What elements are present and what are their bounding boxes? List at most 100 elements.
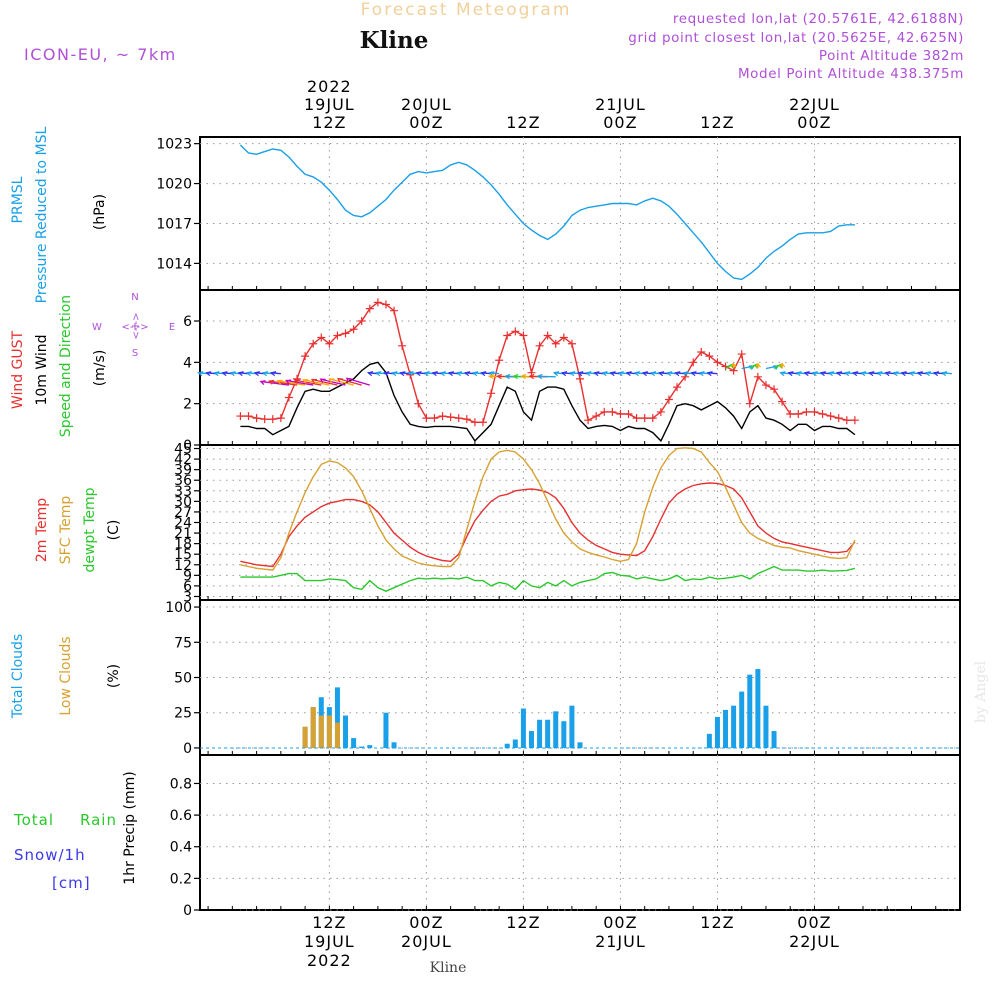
wind-vector-head bbox=[819, 371, 826, 377]
gust-marker bbox=[495, 356, 504, 365]
wind-vector-head bbox=[779, 371, 786, 377]
gust-marker bbox=[462, 415, 471, 424]
temp-label-2m: 2m Temp bbox=[34, 498, 50, 562]
y-tick-label: 1020 bbox=[156, 177, 192, 193]
wind-vector-head bbox=[423, 371, 430, 377]
gust-marker bbox=[608, 407, 617, 416]
y-tick-label: 1023 bbox=[156, 137, 192, 153]
y-tick-label: 1014 bbox=[156, 256, 192, 272]
gust-marker bbox=[834, 414, 843, 423]
bar-total-clouds bbox=[714, 716, 720, 748]
wind-vector-head bbox=[560, 371, 568, 377]
wind-vector-head bbox=[852, 371, 859, 377]
temp-label-sfc: SFC Temp bbox=[58, 496, 74, 565]
wind-vector-head bbox=[577, 371, 584, 377]
compass-s: S bbox=[132, 348, 138, 359]
wind-vector-head bbox=[496, 373, 503, 380]
bottom-time-label: 00Z bbox=[797, 913, 831, 932]
wind-vector-head bbox=[585, 371, 592, 377]
gust-marker bbox=[664, 395, 673, 404]
gust-marker bbox=[842, 416, 851, 425]
wind-vector-head bbox=[593, 371, 600, 377]
wind-vector-head bbox=[682, 371, 689, 377]
gust-marker bbox=[470, 418, 479, 427]
wind-vector-head bbox=[269, 371, 277, 377]
precip-label-snow: Snow/1h bbox=[14, 846, 86, 864]
bottom-time-label: 19JUL bbox=[304, 932, 355, 951]
y-tick-label: 50 bbox=[174, 671, 192, 687]
series-line-10m-wind bbox=[240, 361, 856, 443]
wind-vector-head bbox=[374, 371, 382, 377]
wind-vector-head bbox=[276, 379, 283, 385]
wind-vector bbox=[277, 380, 306, 386]
compass-w: W bbox=[92, 322, 102, 333]
bar-total-clouds bbox=[334, 687, 340, 748]
gust-marker bbox=[260, 415, 269, 424]
wind-vector-head bbox=[835, 371, 843, 377]
gust-marker bbox=[600, 407, 609, 416]
bar-low-clouds bbox=[302, 726, 308, 748]
wind-vector-head bbox=[787, 371, 794, 377]
bottom-time-label: 12Z bbox=[312, 913, 346, 932]
bar-total-clouds bbox=[545, 719, 551, 748]
y-tick-label: 36 bbox=[174, 473, 192, 489]
wind-vector-head bbox=[649, 371, 657, 377]
wind-vector-head bbox=[633, 371, 640, 377]
bar-total-clouds bbox=[747, 674, 753, 748]
requested-coords: requested lon,lat (20.5761E, 42.6188N) bbox=[673, 11, 964, 27]
bar-total-clouds bbox=[739, 691, 745, 748]
bottom-time-label: 2022 bbox=[307, 951, 352, 970]
wind-vector-head bbox=[900, 371, 907, 377]
y-tick-label: 0.2 bbox=[170, 871, 192, 887]
wind-vector-head bbox=[860, 371, 867, 377]
temp-label-dewpt: dewpt Temp bbox=[82, 487, 98, 572]
compass-n: N bbox=[131, 292, 138, 303]
gust-marker bbox=[737, 350, 746, 359]
gust-marker bbox=[810, 407, 819, 416]
bar-low-clouds bbox=[334, 722, 340, 748]
gust-marker bbox=[567, 339, 576, 348]
wind-vector-head bbox=[221, 371, 228, 377]
station-name: Kline bbox=[360, 27, 429, 54]
y-tick-label: 39 bbox=[174, 463, 192, 479]
gust-marker bbox=[535, 341, 544, 350]
bar-total-clouds bbox=[771, 731, 777, 748]
bar-low-clouds bbox=[318, 715, 324, 748]
wind-vector-head bbox=[868, 371, 875, 377]
wind-vector bbox=[269, 380, 298, 386]
top-time-label: 2022 bbox=[307, 77, 352, 96]
gust-marker bbox=[236, 412, 245, 421]
panel-pressure: 1014 1017 1020 1023 bbox=[156, 136, 961, 291]
pressure-label-prmsl: PRMSL bbox=[10, 176, 26, 223]
compass-e: E bbox=[169, 322, 175, 333]
gust-marker bbox=[284, 393, 293, 402]
wind-vector-head bbox=[657, 371, 665, 377]
wind-vector-head bbox=[706, 371, 713, 377]
wind-vector-head bbox=[827, 371, 835, 377]
wind-vector-head bbox=[213, 371, 220, 377]
gust-marker bbox=[365, 304, 374, 313]
y-tick-label: 6 bbox=[183, 579, 192, 595]
gust-marker bbox=[381, 300, 390, 309]
wind-vector bbox=[320, 378, 346, 386]
bar-total-clouds bbox=[367, 745, 373, 748]
bar-total-clouds bbox=[359, 746, 365, 748]
gust-marker bbox=[478, 418, 487, 427]
wind-vector-head bbox=[609, 371, 616, 377]
wind-vector-head bbox=[345, 377, 352, 383]
wind-vector-head bbox=[617, 371, 624, 377]
bottom-time-label: 21JUL bbox=[595, 932, 646, 951]
wind-vector-head bbox=[528, 373, 535, 380]
bar-total-clouds bbox=[723, 709, 729, 748]
wind-vector-head bbox=[391, 371, 398, 377]
wind-vector-head bbox=[924, 371, 932, 377]
wind-vector-head bbox=[439, 371, 446, 377]
top-time-label: 20JUL bbox=[401, 95, 452, 114]
wind-vector bbox=[537, 375, 556, 378]
y-tick-label: 6 bbox=[183, 314, 192, 330]
bar-total-clouds bbox=[391, 742, 397, 748]
gust-marker bbox=[753, 372, 762, 381]
wind-vector-head bbox=[253, 371, 260, 377]
wind-vector-head bbox=[520, 373, 527, 380]
